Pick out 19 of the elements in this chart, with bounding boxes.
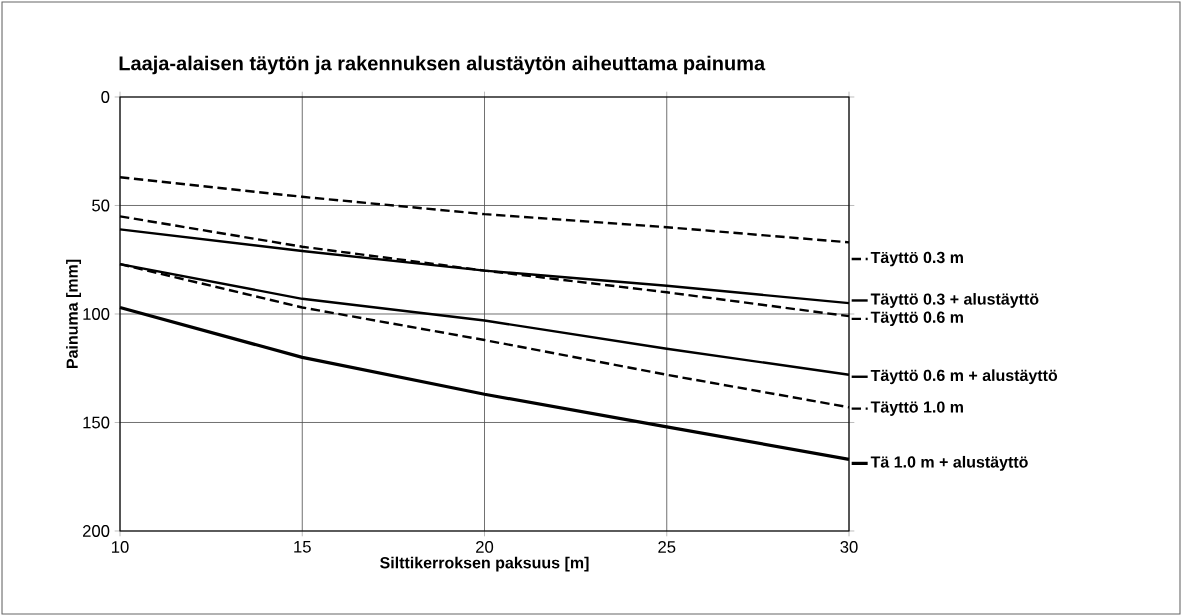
x-tick-label: 20 — [476, 541, 494, 553]
y-tick-label: 0 — [101, 91, 110, 103]
legend-label: Täyttö 0.6 m — [870, 311, 963, 327]
y-tick-label: 200 — [82, 525, 110, 537]
x-tick-label: 15 — [294, 541, 311, 553]
x-tick-label: 10 — [112, 541, 129, 553]
x-axis-title: Silttikerroksen paksuus [m] — [380, 556, 589, 572]
legend-label: Tä 1.0 m + alustäyttö — [870, 455, 1028, 471]
x-tick-label: 25 — [658, 541, 676, 553]
legend-label: Täyttö 0.6 m + alustäyttö — [870, 369, 1058, 385]
legend-label: Täyttö 1.0 m — [870, 401, 963, 416]
chart-title: Laaja-alaisen täytön ja rakennuksen alustäytön aiheuttama painuma — [119, 55, 766, 75]
y-tick-label: 150 — [83, 416, 110, 429]
y-tick-label: 100 — [83, 308, 110, 320]
legend-label: Täyttö 0.3 + alustäyttö — [870, 293, 1039, 308]
x-tick-label: 30 — [840, 541, 858, 553]
y-axis-title: Painuma [mm] — [66, 259, 82, 369]
legend-label: Täyttö 0.3 m — [870, 251, 963, 267]
y-tick-label: 50 — [92, 199, 110, 212]
